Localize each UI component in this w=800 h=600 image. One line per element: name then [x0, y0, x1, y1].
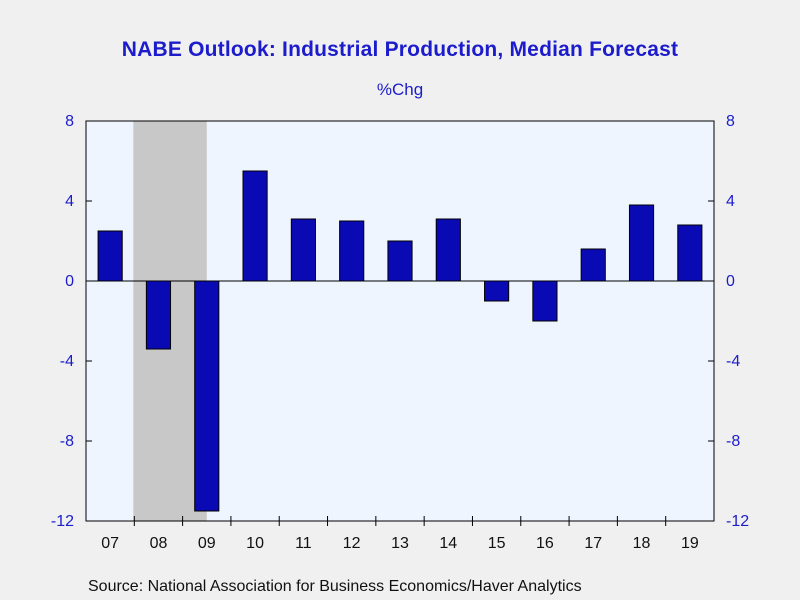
y-tick-label-right: -8 [726, 433, 740, 450]
y-tick-label-left: -12 [51, 513, 74, 530]
y-tick-label-right: -12 [726, 513, 749, 530]
y-tick-label-right: 8 [726, 113, 735, 130]
chart-title: NABE Outlook: Industrial Production, Med… [121, 38, 679, 61]
x-tick-label-09: 09 [198, 535, 216, 552]
axis-ticks [86, 120, 714, 526]
bar-17 [580, 248, 606, 282]
bar-16 [532, 280, 558, 322]
plot-frame [85, 120, 715, 522]
bar-15 [484, 280, 510, 302]
x-tick-label-18: 18 [633, 535, 651, 552]
bar-07 [97, 230, 123, 282]
y-tick-label-left: 8 [65, 113, 74, 130]
x-tick-label-17: 17 [584, 535, 602, 552]
axis-labels: 8 8 4 4 0 0 -4 -4 -8 -8 -12 -12 07 08 09 10 11 12 13 14 15 16… [51, 113, 749, 552]
bar-19 [677, 224, 703, 282]
y-tick-label-left: -4 [60, 353, 74, 370]
source-note: Source: National Association for Busines… [88, 578, 582, 595]
y-tick-label-right: -4 [726, 353, 740, 370]
x-tick-label-11: 11 [295, 535, 312, 552]
bar-08 [145, 280, 172, 350]
x-tick-label-16: 16 [536, 535, 554, 552]
x-tick-label-10: 10 [246, 535, 264, 552]
x-tick-label-08: 08 [150, 535, 168, 552]
bar-10 [242, 170, 268, 282]
bar-18 [628, 204, 655, 282]
bar-11 [290, 218, 316, 282]
x-tick-label-13: 13 [391, 535, 409, 552]
bar-14 [435, 218, 461, 282]
bar-09 [194, 280, 220, 512]
x-tick-label-07: 07 [101, 535, 119, 552]
x-tick-label-19: 19 [681, 535, 699, 552]
y-tick-label-left: -8 [60, 433, 74, 450]
y-tick-label-right: 4 [726, 193, 735, 210]
bar-12 [339, 220, 365, 282]
x-tick-label-12: 12 [343, 535, 361, 552]
x-tick-label-15: 15 [488, 535, 506, 552]
x-tick-label-14: 14 [439, 535, 457, 552]
chart-subtitle: %Chg [376, 80, 424, 99]
bar-series [97, 170, 703, 512]
y-tick-label-left: 4 [65, 193, 74, 210]
bar-13 [387, 240, 413, 282]
y-tick-label-right: 0 [726, 273, 735, 290]
y-tick-label-left: 0 [65, 273, 74, 290]
